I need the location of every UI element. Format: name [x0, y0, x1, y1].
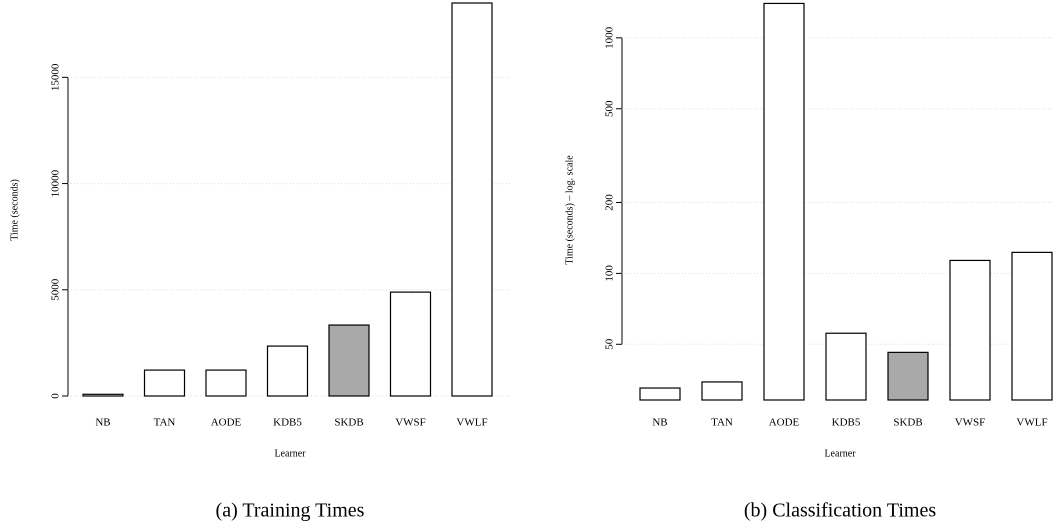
bar — [887, 351, 929, 401]
bar — [639, 387, 681, 401]
bar — [701, 381, 743, 401]
y-tick-label: 15000 — [50, 63, 62, 91]
bar — [1011, 251, 1053, 401]
x-tick-label: NB — [95, 417, 110, 429]
bar — [143, 369, 186, 397]
x-axis-label: Learner — [274, 448, 306, 459]
bar — [451, 2, 493, 397]
y-tick-label: 500 — [604, 100, 616, 117]
y-axis-label: Time (seconds) — [9, 179, 20, 241]
y-tick-label: 100 — [604, 265, 616, 282]
bar — [763, 2, 805, 401]
bar — [825, 332, 867, 401]
caption: (a) Training Times — [216, 500, 365, 522]
y-tick-label: 50 — [604, 338, 616, 350]
x-tick-label: VWLF — [1016, 417, 1047, 429]
y-tick-label: 0 — [50, 393, 62, 399]
y-tick-label: 1000 — [604, 26, 616, 49]
x-tick-label: AODE — [769, 417, 800, 429]
y-tick-label: 200 — [604, 194, 616, 211]
bar — [949, 259, 991, 401]
x-tick-label: NB — [652, 417, 667, 429]
x-axis-label: Learner — [824, 448, 856, 459]
x-tick-label: VWSF — [955, 417, 986, 429]
caption: (b) Classification Times — [744, 500, 936, 522]
x-tick-label: KDB5 — [273, 417, 302, 429]
bar — [82, 393, 124, 397]
bar — [205, 369, 247, 397]
x-tick-label: AODE — [211, 417, 242, 429]
x-tick-label: VWSF — [395, 417, 426, 429]
y-axis-label: Time (seconds) – log. scale — [564, 155, 575, 265]
x-tick-label: SKDB — [893, 417, 922, 429]
x-tick-label: TAN — [154, 417, 176, 429]
x-tick-label: VWLF — [456, 417, 487, 429]
bar — [328, 324, 370, 397]
x-tick-label: KDB5 — [832, 417, 861, 429]
bar — [389, 291, 432, 397]
x-tick-label: TAN — [711, 417, 733, 429]
y-tick-label: 10000 — [50, 169, 62, 197]
y-tick-label: 5000 — [50, 278, 62, 301]
bar — [266, 345, 309, 397]
x-tick-label: SKDB — [334, 417, 363, 429]
